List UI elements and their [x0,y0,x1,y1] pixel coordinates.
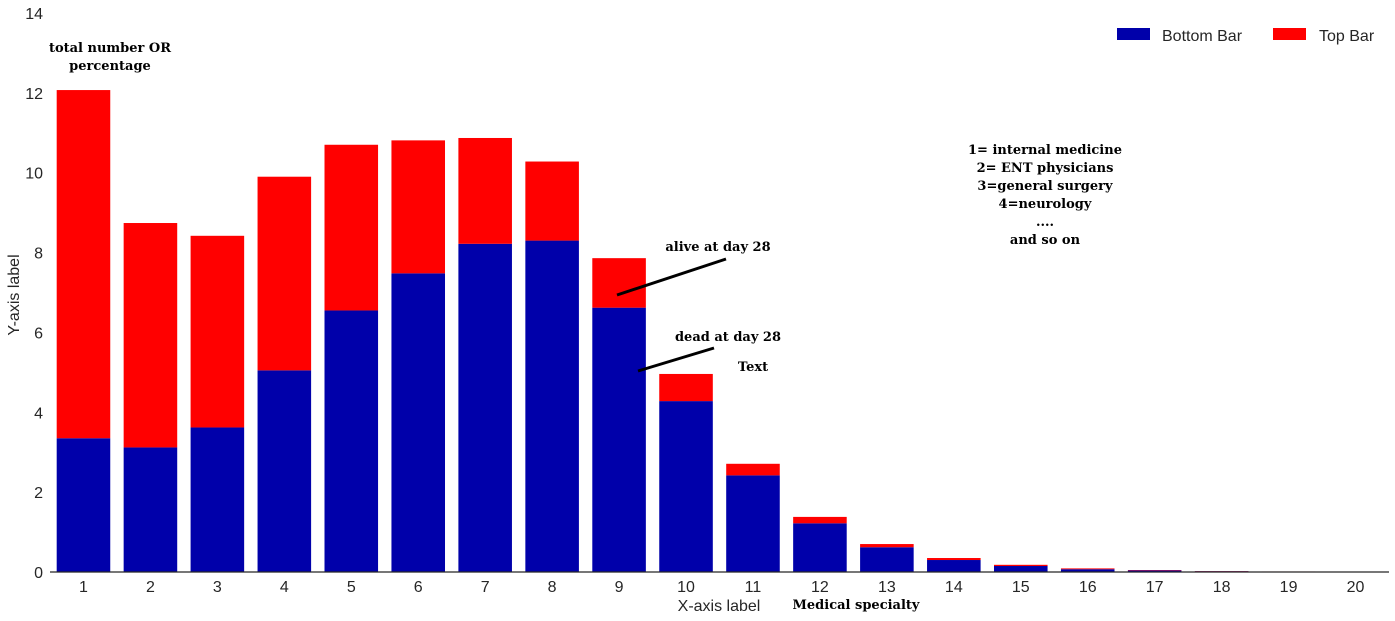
xlabel-note: Medical specialty [793,598,920,613]
bar-bottom-bar-16 [1060,569,1115,572]
x-tick-label-17: 17 [1146,579,1164,596]
bar-top-bar-3 [190,235,245,428]
specialty-key-line-6: and so on [1010,233,1081,248]
legend-swatch-top-bar [1273,28,1306,40]
specialty-key-line-4: 4=neurology [999,197,1092,212]
bar-bottom-bar-1 [56,438,111,572]
x-tick-label-4: 4 [280,579,289,596]
legend: Bottom Bar Top Bar [1117,28,1375,45]
x-tick-label-6: 6 [414,579,423,596]
x-tick-label-2: 2 [146,579,155,596]
bar-bottom-bar-10 [659,401,713,572]
bar-bottom-bar-13 [860,547,914,572]
x-tick-label-13: 13 [878,579,896,596]
bar-top-bar-13 [860,544,914,548]
bar-top-bar-1 [56,90,111,439]
bar-bottom-bar-14 [927,560,981,572]
bars-group [56,90,1383,573]
y-tick-label-14: 14 [25,6,43,23]
bar-bottom-bar-15 [994,566,1048,572]
bar-bottom-bar-4 [257,370,312,572]
bar-bottom-bar-7 [458,243,512,573]
bar-bottom-bar-11 [726,475,780,572]
bar-top-bar-2 [123,223,178,448]
alive-annotation-text: alive at day 28 [665,240,770,255]
text-annotation: Text [738,360,768,375]
bar-bottom-bar-12 [793,523,847,572]
bar-bottom-bar-9 [592,307,646,572]
x-tick-label-16: 16 [1079,579,1097,596]
bar-bottom-bar-8 [525,240,579,572]
bar-top-bar-16 [1060,568,1115,570]
y-tick-label-2: 2 [34,485,43,502]
specialty-key-line-5: .... [1036,215,1054,230]
bar-top-bar-14 [927,558,981,561]
bar-bottom-bar-5 [324,310,379,572]
x-tick-label-1: 1 [79,579,88,596]
x-tick-label-3: 3 [213,579,222,596]
x-tick-label-5: 5 [347,579,356,596]
specialty-key-line-2: 2= ENT physicians [977,161,1114,176]
y-tick-label-10: 10 [25,166,43,183]
x-tick-label-20: 20 [1347,579,1365,596]
legend-swatch-bottom-bar [1117,28,1150,40]
bar-bottom-bar-6 [391,273,446,572]
x-tick-label-7: 7 [481,579,490,596]
bar-top-bar-9 [592,258,646,308]
bar-top-bar-11 [726,463,780,476]
y-tick-label-8: 8 [34,246,43,263]
bar-bottom-bar-2 [123,447,178,572]
y-tick-label-4: 4 [34,405,43,422]
legend-label-top-bar: Top Bar [1319,28,1375,45]
x-ticks-group: 1 2 3 4 5 6 7 8 9 10 11 12 13 14 15 16 17 18 19 20 [79,579,1365,596]
y-tick-label-6: 6 [34,325,43,342]
bar-top-bar-5 [324,144,379,311]
x-tick-label-15: 15 [1012,579,1030,596]
bar-bottom-bar-17 [1127,570,1182,572]
x-tick-label-18: 18 [1213,579,1231,596]
y-tick-label-12: 12 [25,86,43,103]
alive-annotation-arrow [616,257,727,297]
specialty-key-line-1: 1= internal medicine [968,143,1122,158]
x-tick-label-11: 11 [745,579,762,596]
x-tick-label-19: 19 [1280,579,1298,596]
dead-annotation-arrow [637,346,715,373]
legend-label-bottom-bar: Bottom Bar [1162,28,1243,45]
bar-top-bar-6 [391,140,446,274]
specialty-key-line-3: 3=general surgery [977,179,1113,194]
x-tick-label-10: 10 [677,579,695,596]
x-axis-label: X-axis label [678,598,761,615]
bar-top-bar-10 [659,373,713,402]
bar-top-bar-4 [257,176,312,371]
x-tick-label-9: 9 [615,579,624,596]
y-axis-label: Y-axis label [6,254,23,335]
dead-annotation-text: dead at day 28 [675,330,781,345]
y-ticks-group: 0 2 4 6 8 10 12 14 [25,6,43,582]
ylabel-note-line-2: percentage [69,59,151,74]
bar-top-bar-7 [458,137,512,244]
x-tick-label-14: 14 [945,579,963,596]
bar-top-bar-15 [994,564,1048,567]
bar-top-bar-8 [525,161,579,241]
x-tick-label-8: 8 [548,579,557,596]
bar-top-bar-12 [793,516,847,524]
bar-bottom-bar-3 [190,427,245,572]
ylabel-note-line-1: total number OR [49,41,171,56]
x-tick-label-12: 12 [811,579,829,596]
y-tick-label-0: 0 [34,565,43,582]
specialty-key: 1= internal medicine 2= ENT physicians 3… [968,143,1122,248]
